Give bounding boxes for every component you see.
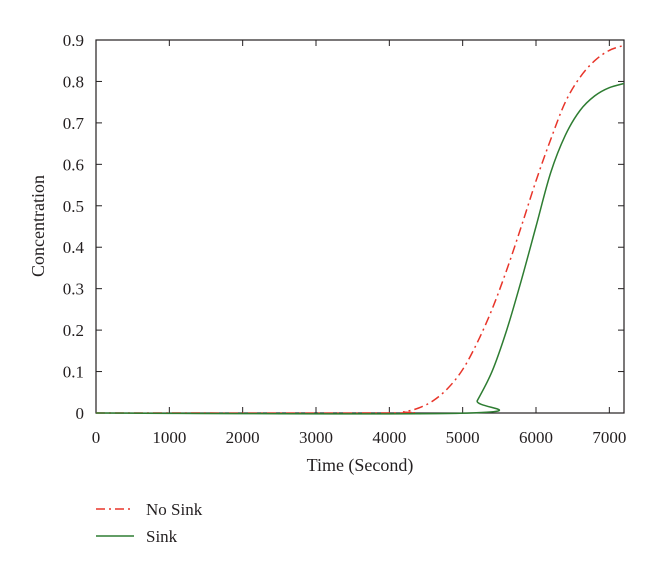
legend: No Sink Sink (96, 500, 203, 546)
x-tick-label: 6000 (519, 428, 553, 447)
legend-label-sink: Sink (146, 527, 178, 546)
y-tick-label: 0.4 (63, 238, 85, 257)
x-axis-ticks: 0 1000 2000 3000 4000 5000 6000 7000 (92, 40, 626, 447)
x-axis-label: Time (Second) (307, 455, 414, 476)
x-tick-label: 3000 (299, 428, 333, 447)
x-tick-label: 1000 (152, 428, 186, 447)
y-tick-label: 0.2 (63, 321, 84, 340)
y-tick-label: 0.7 (63, 114, 85, 133)
y-axis-label: Concentration (28, 175, 48, 277)
x-tick-label: 2000 (226, 428, 260, 447)
y-tick-label: 0 (76, 404, 85, 423)
y-tick-label: 0.8 (63, 72, 84, 91)
series-line-sink (95, 82, 625, 415)
y-axis-ticks: 0 0.1 0.2 0.3 0.4 0.5 0.6 0.7 0.8 0.9 (63, 31, 624, 423)
y-tick-label: 0.6 (63, 155, 84, 174)
x-tick-label: 4000 (372, 428, 406, 447)
x-tick-label: 5000 (446, 428, 480, 447)
x-tick-label: 0 (92, 428, 101, 447)
y-tick-label: 0.1 (63, 363, 84, 382)
series-layer (95, 44, 625, 415)
y-tick-label: 0.3 (63, 280, 84, 299)
plot-frame (95, 39, 625, 414)
y-tick-label: 0.5 (63, 197, 84, 216)
y-tick-label: 0.9 (63, 31, 84, 50)
x-tick-label: 7000 (592, 428, 626, 447)
series-line-no-sink (95, 44, 625, 414)
legend-label-no-sink: No Sink (146, 500, 203, 519)
